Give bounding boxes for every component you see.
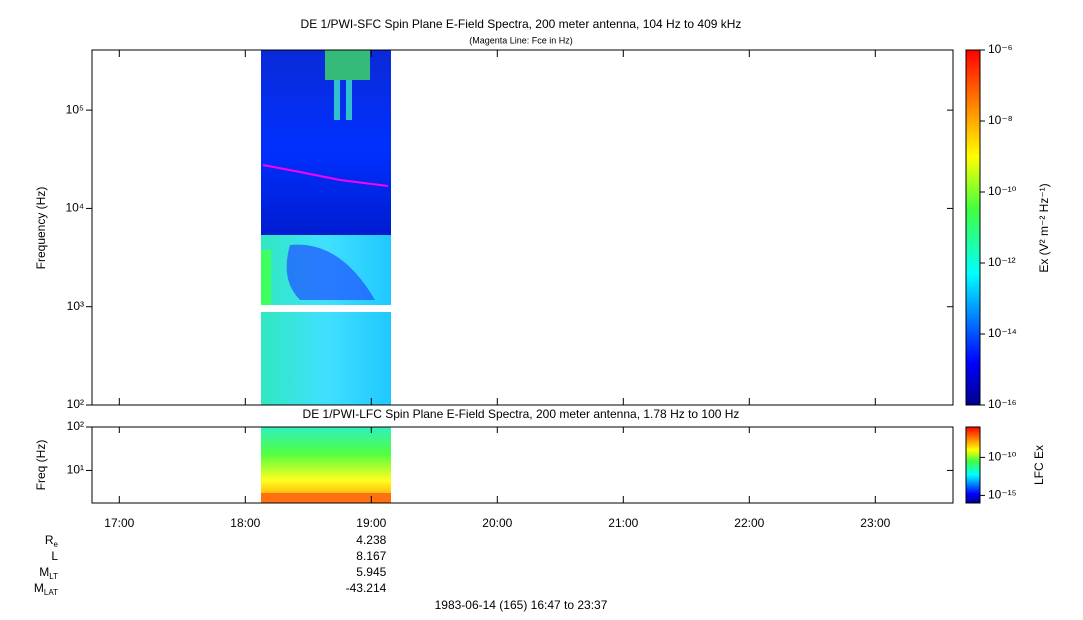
top-frame: [91, 49, 954, 406]
y-tick-label: 10¹: [67, 463, 84, 477]
colorbar-tick-label: 10⁻¹²: [988, 255, 1016, 269]
colorbar-tick-label: 10⁻¹⁵: [988, 488, 1017, 502]
ephemeris-label: Re: [45, 533, 59, 549]
bottom-colorbar: [965, 426, 981, 504]
x-tick-label: 22:00: [734, 516, 764, 530]
top-subtitle: (Magenta Line: Fce in Hz): [469, 35, 573, 45]
top-colorbar-label: Ex (V² m⁻² Hz⁻¹): [1037, 183, 1051, 272]
ephemeris-label-main: M: [34, 581, 44, 595]
bottom-frame: [91, 426, 954, 504]
footer: 1983-06-14 (165) 16:47 to 23:37: [435, 598, 608, 612]
x-tick-label: 19:00: [356, 516, 386, 530]
x-tick-label: 23:00: [860, 516, 890, 530]
y-tick-label: 10⁵: [66, 102, 84, 116]
y-tick-label: 10⁴: [65, 201, 84, 215]
colorbar-tick-label: 10⁻⁸: [988, 113, 1013, 127]
bottom-y-label: Freq (Hz): [34, 440, 48, 491]
sfc-spectrogram: [261, 50, 391, 405]
ephemeris-label: L: [51, 549, 58, 563]
y-tick-label: 10²: [67, 397, 84, 411]
colorbar-tick-label: 10⁻¹⁶: [988, 397, 1017, 411]
colorbar-tick-label: 10⁻⁶: [988, 42, 1013, 56]
colorbar-tick-label: 10⁻¹⁰: [988, 450, 1017, 464]
ephemeris-label-sub: LAT: [44, 588, 58, 597]
colorbar-tick-label: 10⁻¹⁰: [988, 184, 1017, 198]
lfc-spectrogram: [261, 427, 391, 503]
x-tick-label: 21:00: [608, 516, 638, 530]
ephemeris-label-sub: LT: [49, 572, 58, 581]
x-tick-label: 20:00: [482, 516, 512, 530]
ephemeris-label-main: M: [39, 565, 49, 579]
bottom-title: DE 1/PWI-LFC Spin Plane E-Field Spectra,…: [303, 407, 740, 421]
ephemeris-label: MLAT: [34, 581, 58, 597]
top-title: DE 1/PWI-SFC Spin Plane E-Field Spectra,…: [301, 17, 742, 31]
ephemeris-value: 8.167: [356, 549, 386, 563]
top-y-label: Frequency (Hz): [34, 187, 48, 270]
y-tick-label: 10³: [67, 299, 84, 313]
ephemeris-value: -43.214: [346, 581, 387, 595]
x-tick-label: 18:00: [230, 516, 260, 530]
y-tick-label: 10²: [67, 419, 84, 433]
ephemeris-label-main: R: [45, 533, 54, 547]
x-tick-label: 17:00: [104, 516, 134, 530]
top-colorbar: [965, 49, 981, 406]
bottom-colorbar-label: LFC Ex: [1032, 445, 1046, 485]
ephemeris-label-main: L: [51, 549, 58, 563]
ephemeris-value: 4.238: [356, 533, 386, 547]
ephemeris-value: 5.945: [356, 565, 386, 579]
ephemeris-label: MLT: [39, 565, 58, 581]
colorbar-tick-label: 10⁻¹⁴: [988, 326, 1017, 340]
ephemeris-label-sub: e: [54, 540, 59, 549]
